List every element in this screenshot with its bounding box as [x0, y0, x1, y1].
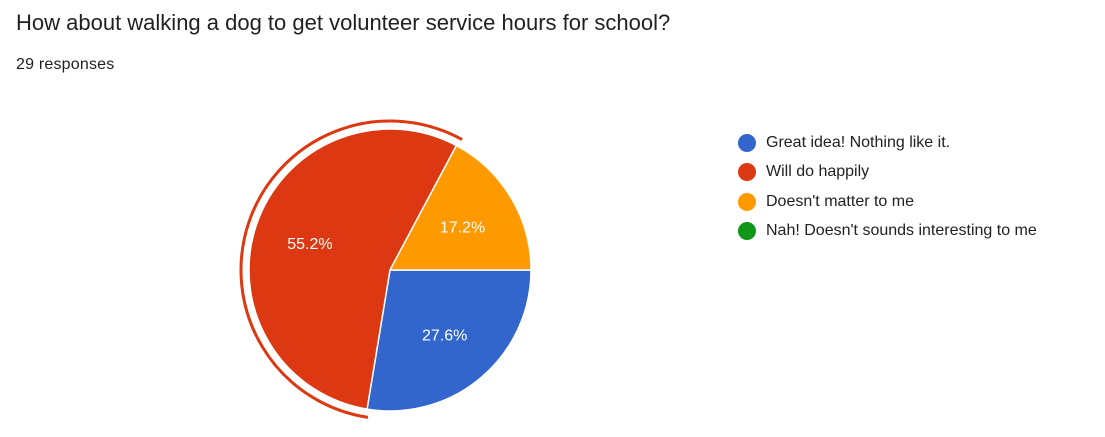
pie-label-will-do-happily: 55.2% — [287, 236, 332, 253]
legend-swatch — [738, 133, 756, 152]
legend-label: Will do happily — [766, 163, 870, 181]
legend-item-doesn-t-matter-to-me[interactable]: Doesn't matter to me — [738, 187, 1037, 217]
pie-slice-great-idea-nothing-like-it[interactable] — [366, 269, 532, 412]
selected-slice-ring — [239, 119, 463, 419]
legend-swatch — [738, 192, 756, 211]
chart-legend: Great idea! Nothing like it. Will do happ… — [738, 128, 1037, 246]
legend-label: Great idea! Nothing like it. — [766, 133, 951, 151]
pie-chart: 27.6% 55.2% 17.2% — [239, 119, 532, 419]
legend-label: Nah! Doesn't sounds interesting to me — [766, 222, 1037, 240]
pie-slice-will-do-happily[interactable] — [248, 128, 458, 410]
pie-label-great-idea-nothing-like-it: 27.6% — [422, 328, 467, 345]
legend-item-nah-doesn-t-sounds-interesting-to-me[interactable]: Nah! Doesn't sounds interesting to me — [738, 217, 1037, 247]
legend-swatch — [738, 163, 756, 182]
highlight-ring-group — [239, 119, 463, 419]
legend-item-great-idea-nothing-like-it[interactable]: Great idea! Nothing like it. — [738, 128, 1037, 158]
legend-item-will-do-happily[interactable]: Will do happily — [738, 158, 1037, 188]
pie-labels-group: 27.6% 55.2% 17.2% — [287, 220, 485, 345]
legend-swatch — [738, 222, 756, 241]
pie-slices-group — [248, 128, 532, 412]
legend-label: Doesn't matter to me — [766, 192, 914, 210]
response-count: 29 responses — [16, 56, 115, 73]
pie-slice-doesn-t-matter-to-me[interactable] — [388, 144, 532, 271]
question-title: How about walking a dog to get volunteer… — [16, 10, 671, 35]
pie-label-doesn-t-matter-to-me: 17.2% — [440, 220, 485, 237]
